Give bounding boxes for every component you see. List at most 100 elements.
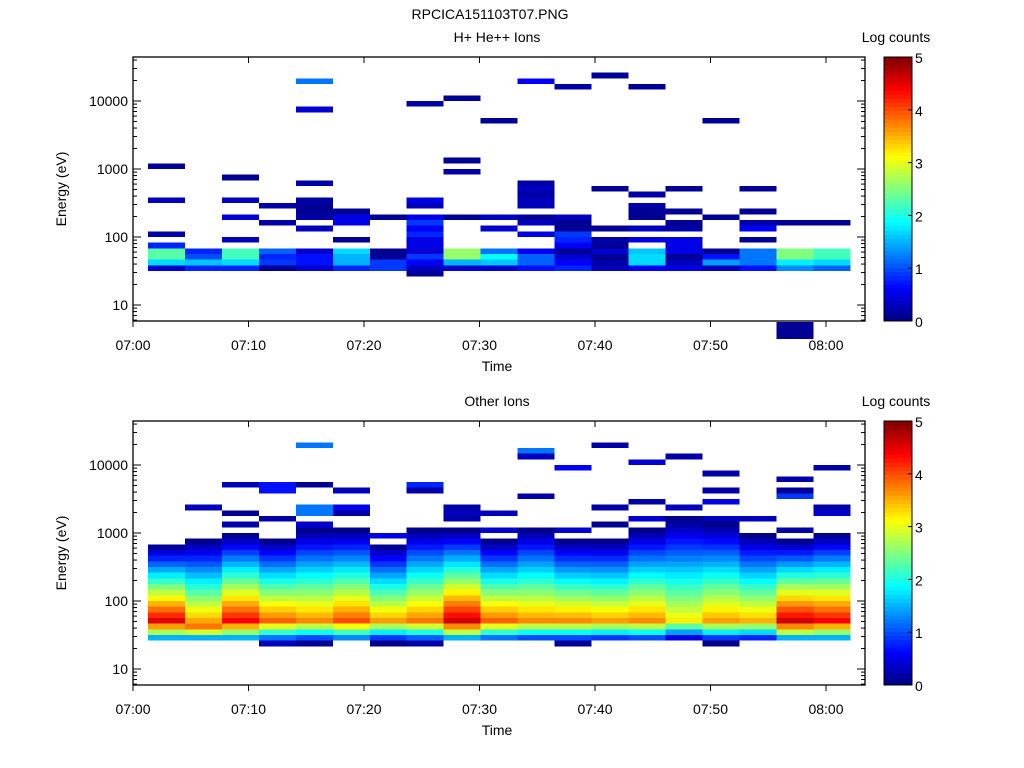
spectrogram-cell	[591, 612, 629, 619]
spectrogram-cell	[369, 572, 407, 579]
spectrogram-cell	[739, 220, 777, 226]
spectrogram-cell	[517, 191, 555, 198]
spectrogram-cell	[702, 606, 740, 613]
spectrogram-cell	[554, 567, 592, 573]
spectrogram-cell	[406, 482, 444, 488]
spectrogram-cell	[406, 203, 444, 209]
colorbar-segment	[884, 511, 912, 517]
spectrogram-cell	[221, 237, 259, 243]
spectrogram-cell	[258, 635, 296, 641]
colorbar-segment	[884, 189, 912, 194]
spectrogram-cell	[332, 265, 370, 272]
spectrogram-cell	[813, 578, 851, 585]
spectrogram-cell	[776, 220, 814, 226]
spectrogram-cell	[480, 635, 518, 641]
spectrogram-cell	[665, 538, 703, 545]
spectrogram-cell	[480, 544, 518, 551]
spectrogram-cell	[443, 595, 481, 602]
colorbar-segment	[884, 230, 912, 235]
spectrogram-cell	[332, 510, 370, 517]
colorbar-segment	[884, 135, 912, 141]
colorbar-segment	[884, 425, 912, 430]
spectrogram-cell	[369, 623, 407, 630]
spectrogram-cell	[776, 572, 814, 579]
spectrogram-cell	[517, 197, 555, 209]
spectrogram-cell	[813, 533, 851, 539]
spectrogram-cell	[702, 499, 740, 505]
spectrogram-cell	[517, 612, 555, 619]
spectrogram-cell	[702, 538, 740, 545]
spectrogram-cell	[406, 214, 444, 221]
colorbar-segment	[884, 557, 912, 562]
spectrogram-cell	[665, 567, 703, 573]
spectrogram-cell	[554, 561, 592, 568]
spectrogram-cell	[221, 595, 259, 602]
spectrogram-cell	[148, 231, 185, 238]
spectrogram-cell	[295, 538, 333, 545]
spectrogram-cell	[406, 629, 444, 636]
spectrogram-cell	[591, 589, 629, 596]
colorbar-segment	[884, 466, 912, 472]
colorbar-frame	[883, 420, 913, 686]
spectrogram-cell	[628, 623, 666, 630]
spectrogram-cell	[332, 555, 370, 562]
spectrogram-cell	[480, 510, 518, 517]
spectrogram-cell	[406, 572, 444, 579]
spectrogram-cell	[406, 612, 444, 619]
spectrogram-cell	[480, 538, 518, 545]
spectrogram-cell	[628, 578, 666, 585]
y-tick-label: 100	[105, 593, 129, 609]
spectrogram-cell	[702, 572, 740, 579]
spectrogram-cell	[221, 265, 259, 272]
spectrogram-cell	[665, 186, 703, 192]
spectrogram-cells	[148, 72, 851, 339]
spectrogram-cell	[739, 533, 777, 539]
spectrogram-cell	[776, 561, 814, 568]
spectrogram-cell	[702, 601, 740, 607]
spectrogram-cell	[628, 499, 666, 505]
spectrogram-cell	[406, 561, 444, 568]
spectrogram-cell	[185, 254, 222, 260]
spectrogram-cell	[628, 527, 666, 534]
colorbar-segment	[884, 300, 912, 306]
spectrogram-cell	[295, 578, 333, 585]
spectrogram-cell	[480, 225, 518, 232]
spectrogram-cell	[628, 618, 666, 624]
spectrogram-cell	[221, 584, 259, 590]
spectrogram-cell	[332, 550, 370, 556]
y-axis-label: Energy (eV)	[53, 152, 69, 227]
spectrogram-cell	[406, 533, 444, 539]
spectrogram-cell	[776, 589, 814, 596]
spectrogram-cell	[776, 567, 814, 573]
colorbar-segment	[884, 652, 912, 657]
spectrogram-cell	[369, 589, 407, 596]
colorbar-segment	[884, 222, 912, 227]
spectrogram-cell	[702, 623, 740, 630]
spectrogram-cell	[517, 606, 555, 613]
spectrogram-cell	[739, 555, 777, 562]
spectrogram-cell	[702, 248, 740, 255]
colorbar-segment	[884, 507, 912, 513]
spectrogram-cell	[813, 510, 851, 517]
spectrogram-cell	[702, 516, 740, 522]
spectrogram-cell	[332, 237, 370, 243]
spectrogram-cell	[221, 174, 259, 181]
spectrogram-cell	[443, 618, 481, 624]
spectrogram-cell	[258, 265, 296, 272]
spectrogram-cell	[813, 618, 851, 624]
spectrogram-cell	[406, 225, 444, 232]
colorbar-tick-label: 0	[915, 678, 923, 694]
spectrogram-cell	[591, 578, 629, 585]
colorbar-tick-label: 1	[915, 625, 923, 641]
colorbar-segment	[884, 548, 912, 554]
colorbar-segment	[884, 553, 912, 558]
spectrogram-cell	[739, 186, 777, 192]
spectrogram-cell	[443, 544, 481, 551]
spectrogram-cell	[221, 555, 259, 562]
spectrogram-cell	[628, 191, 666, 198]
colorbar-segment	[884, 643, 912, 649]
spectrogram-cell	[295, 635, 333, 641]
spectrogram-cell	[369, 259, 407, 271]
colorbar: 0 1 2 3 4 5	[883, 414, 923, 694]
colorbar-segment	[884, 482, 912, 488]
